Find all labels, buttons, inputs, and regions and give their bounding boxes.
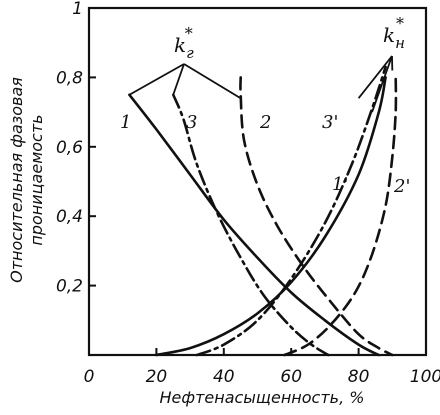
y-tick-label: 0,6 [56,138,83,158]
curve-1-prime [155,76,387,357]
gas-leader-line [183,63,242,99]
curve-2-prime [283,76,398,357]
y-tick-label: 0,2 [56,277,83,297]
curve-label: 3' [322,112,338,133]
curve-label: 1' [332,174,348,195]
group-label-gas: kг* [174,24,194,62]
x-tick-label: 60 [280,367,302,387]
gas-leader-line [128,63,185,96]
y-tick-label: 0,8 [56,68,83,88]
curve-label: 2 [259,112,271,133]
x-tick-label: 40 [213,367,235,387]
y-tick-label: 1 [72,0,83,19]
y-axis-title: Относительная фазовая [7,77,26,283]
group-label-oil: kн* [383,14,405,52]
x-axis-title: Нефтенасыщенность, % [160,388,365,407]
y-axis-title-second-line: проницаемость [27,114,46,245]
curve-label: 1 [120,112,131,133]
x-tick-label: 80 [348,367,370,387]
y-tick-label: 0,4 [56,207,83,227]
curve-2 [239,76,394,357]
curve-1 [128,93,381,357]
curve-3 [172,93,330,357]
x-tick-label: 20 [146,367,168,387]
x-tick-label: 100 [410,367,440,387]
plot-frame [87,6,428,357]
curve-label: 2' [393,176,410,197]
oil-leader-line [357,55,393,99]
gas-leader-line [172,63,185,96]
oil-leader-line [371,55,393,113]
curve-label: 3 [186,112,197,133]
curve-3-prime [195,65,387,357]
x-tick-label: 0 [84,367,95,387]
